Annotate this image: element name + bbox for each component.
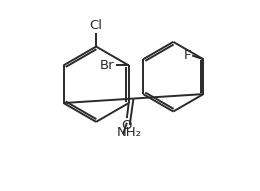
Text: O: O	[122, 119, 132, 132]
Text: Cl: Cl	[90, 19, 103, 32]
Text: NH₂: NH₂	[117, 126, 142, 139]
Text: Br: Br	[100, 59, 115, 72]
Text: F: F	[184, 49, 191, 62]
